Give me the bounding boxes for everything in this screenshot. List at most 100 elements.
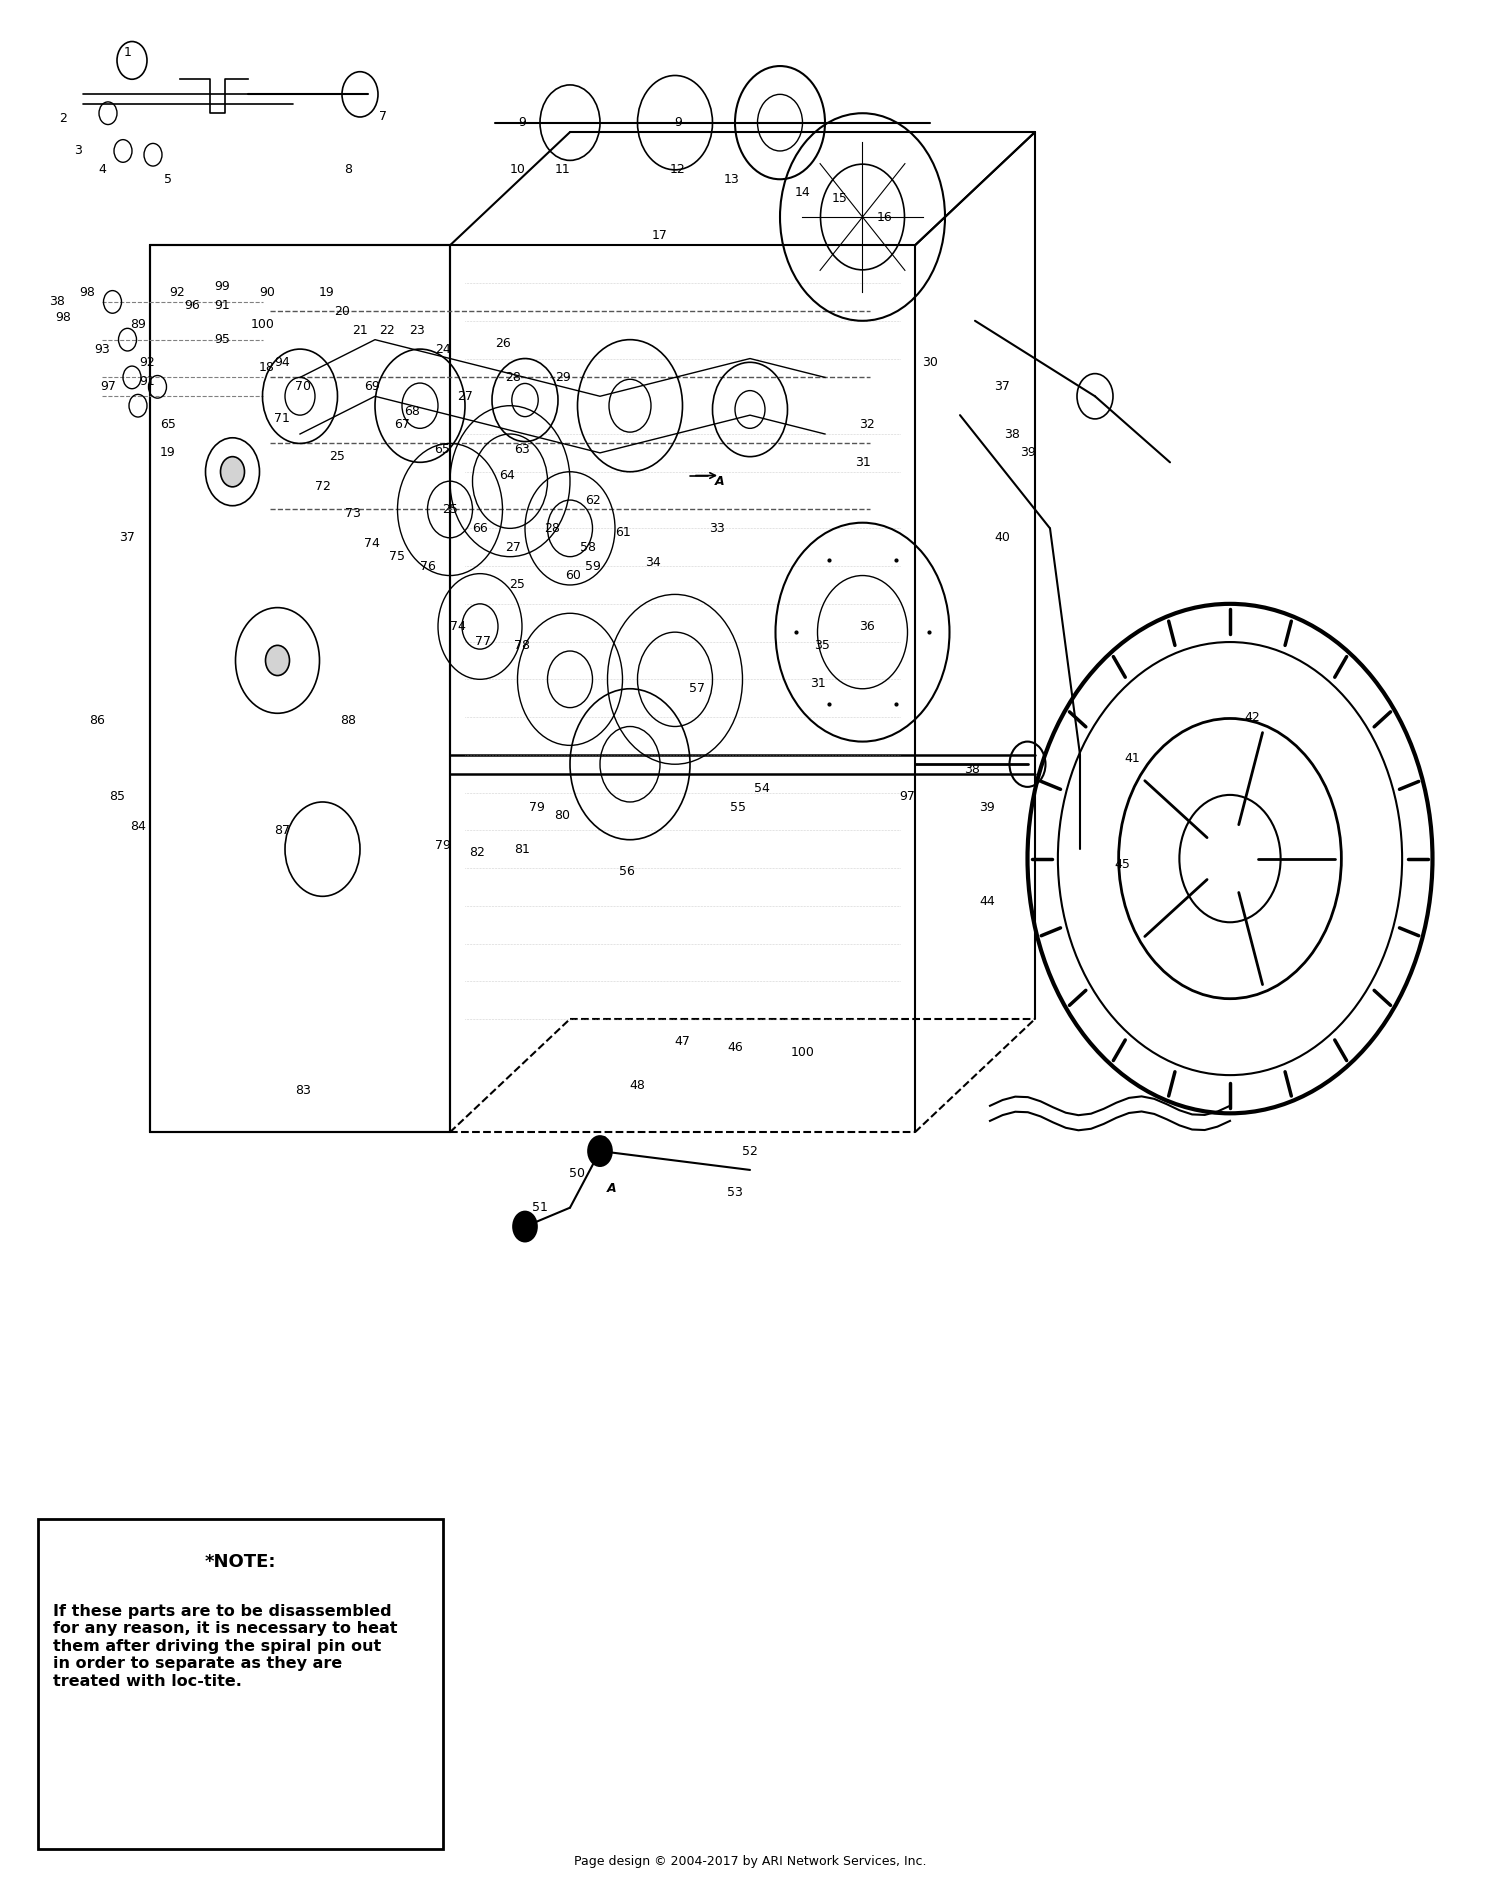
Text: 96: 96 (184, 300, 200, 311)
Text: 7: 7 (378, 111, 387, 123)
Text: 70: 70 (296, 381, 310, 392)
Text: 98: 98 (80, 287, 94, 298)
Text: 67: 67 (394, 419, 410, 430)
Text: 89: 89 (130, 319, 146, 330)
Text: 61: 61 (615, 526, 630, 538)
Text: 33: 33 (710, 523, 724, 534)
Text: 51: 51 (532, 1202, 548, 1213)
Text: 55: 55 (730, 802, 746, 813)
Text: 84: 84 (130, 821, 146, 832)
Text: 27: 27 (506, 542, 520, 553)
Text: 97: 97 (900, 791, 915, 802)
Text: 68: 68 (405, 406, 420, 417)
Text: 44: 44 (980, 896, 994, 908)
Text: 40: 40 (994, 532, 1010, 543)
Text: 75: 75 (390, 551, 405, 562)
Text: 16: 16 (878, 211, 892, 223)
Text: If these parts are to be disassembled
for any reason, it is necessary to heat
th: If these parts are to be disassembled fo… (53, 1604, 398, 1689)
Text: *NOTE:: *NOTE: (204, 1553, 276, 1572)
Text: 26: 26 (495, 338, 510, 349)
Text: 29: 29 (555, 372, 570, 383)
Text: 38: 38 (50, 296, 64, 308)
Text: 9: 9 (518, 117, 526, 128)
Text: 65: 65 (160, 419, 176, 430)
Text: 3: 3 (74, 145, 82, 157)
Text: 97: 97 (100, 381, 116, 392)
Text: 92: 92 (140, 357, 154, 368)
Text: Page design © 2004-2017 by ARI Network Services, Inc.: Page design © 2004-2017 by ARI Network S… (573, 1855, 926, 1868)
Text: 48: 48 (630, 1079, 645, 1091)
Text: 14: 14 (795, 187, 810, 198)
Text: 62: 62 (585, 494, 600, 506)
Text: 69: 69 (364, 381, 380, 392)
Text: 78: 78 (514, 640, 529, 651)
Text: 88: 88 (340, 715, 356, 726)
Text: 63: 63 (514, 443, 529, 455)
Text: 19: 19 (320, 287, 334, 298)
Text: 74: 74 (364, 538, 380, 549)
Text: 46: 46 (728, 1042, 742, 1053)
Text: 2: 2 (58, 113, 68, 125)
Text: 41: 41 (1125, 753, 1140, 764)
Text: 73: 73 (345, 508, 360, 519)
Text: 30: 30 (922, 357, 938, 368)
Text: 58: 58 (580, 542, 596, 553)
Text: 90: 90 (260, 287, 274, 298)
Text: 28: 28 (544, 523, 560, 534)
Text: 79: 79 (435, 840, 450, 851)
Text: 98: 98 (56, 311, 70, 323)
Text: 94: 94 (274, 357, 290, 368)
Text: 53: 53 (728, 1187, 742, 1198)
Text: 91: 91 (214, 300, 230, 311)
Text: 9: 9 (674, 117, 682, 128)
Text: 60: 60 (566, 570, 580, 581)
Text: 45: 45 (1114, 859, 1130, 870)
Text: 74: 74 (450, 621, 465, 632)
Text: 47: 47 (675, 1036, 690, 1047)
Text: 8: 8 (344, 164, 352, 175)
Text: 85: 85 (110, 791, 125, 802)
Text: 100: 100 (251, 319, 274, 330)
Text: 59: 59 (585, 560, 600, 572)
Text: 39: 39 (1020, 447, 1035, 459)
Text: 86: 86 (90, 715, 105, 726)
Text: 100: 100 (790, 1047, 814, 1059)
Text: 71: 71 (274, 413, 290, 425)
Text: 27: 27 (458, 391, 472, 402)
Text: A: A (716, 476, 724, 487)
Text: 93: 93 (94, 343, 110, 355)
Text: 50: 50 (570, 1168, 585, 1179)
Text: 38: 38 (1005, 428, 1020, 440)
Text: 66: 66 (472, 523, 488, 534)
Text: 83: 83 (296, 1085, 310, 1096)
Text: 20: 20 (334, 306, 350, 317)
Text: 25: 25 (330, 451, 345, 462)
Text: 95: 95 (214, 334, 230, 345)
Text: 11: 11 (555, 164, 570, 175)
Text: 64: 64 (500, 470, 514, 481)
Text: 57: 57 (690, 683, 705, 694)
Text: 42: 42 (1245, 711, 1260, 723)
Circle shape (513, 1211, 537, 1242)
Text: 4: 4 (98, 164, 106, 175)
FancyBboxPatch shape (38, 1519, 442, 1849)
Text: 21: 21 (352, 325, 368, 336)
Text: 87: 87 (274, 825, 290, 836)
Text: 99: 99 (214, 281, 230, 292)
Text: 35: 35 (815, 640, 830, 651)
Text: 12: 12 (670, 164, 686, 175)
Text: 91: 91 (140, 376, 154, 387)
Text: 39: 39 (980, 802, 994, 813)
Text: 18: 18 (260, 362, 274, 374)
Text: 5: 5 (164, 174, 172, 185)
Text: 92: 92 (170, 287, 184, 298)
Text: A: A (608, 1183, 616, 1194)
Text: 22: 22 (380, 325, 394, 336)
Text: 49: 49 (592, 1136, 608, 1147)
Text: 77: 77 (476, 636, 490, 647)
Text: 19: 19 (160, 447, 176, 459)
Text: 28: 28 (506, 372, 520, 383)
Text: 56: 56 (620, 866, 634, 877)
Text: 37: 37 (994, 381, 1010, 392)
Text: 80: 80 (555, 810, 570, 821)
